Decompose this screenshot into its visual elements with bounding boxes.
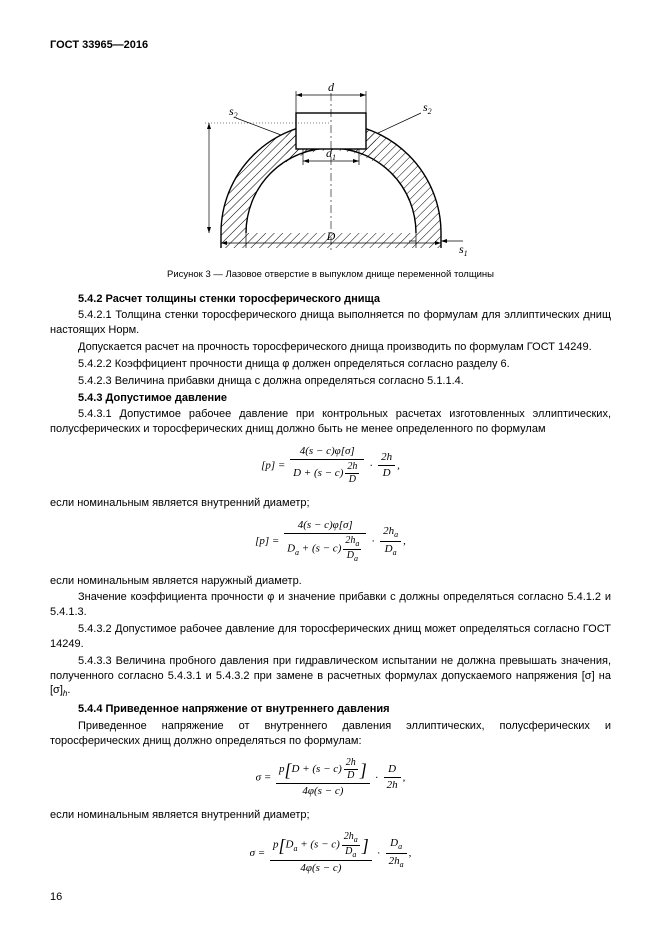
p-542-note: Допускается расчет на прочность торосфер… <box>50 340 611 355</box>
p-5432: 5.4.3.2 Допустимое рабочее давление для … <box>50 622 611 652</box>
label-d: d <box>328 80 335 94</box>
p-5423: 5.4.2.3 Величина прибавки днища с должна… <box>50 374 611 389</box>
text-after-f1: если номинальным является внутренний диа… <box>50 496 611 511</box>
formula-1: [p] = 4(s − c)φ[σ] D + (s − c)2hD · 2h D… <box>50 445 611 486</box>
p-5421: 5.4.2.1 Толщина стенки торосферического … <box>50 308 611 338</box>
label-s-top: s2 <box>423 100 432 116</box>
formula-3: σ = p[D + (s − c)2hD] 4φ(s − c) · D 2h , <box>50 757 611 798</box>
text-after-f2: если номинальным является наружный диаме… <box>50 574 611 589</box>
p-5433: 5.4.3.3 Величина пробного давления при г… <box>50 654 611 701</box>
page: ГОСТ 33965—2016 <box>0 0 661 935</box>
page-number: 16 <box>50 890 62 905</box>
p-5431: 5.4.3.1 Допустимое рабочее давление при … <box>50 407 611 437</box>
p-5422: 5.4.2.2 Коэффициент прочности днища φ до… <box>50 357 611 372</box>
document-id: ГОСТ 33965—2016 <box>50 38 611 53</box>
heading-543: 5.4.3 Допустимое давление <box>50 391 611 406</box>
p-544-1: Приведенное напряжение от внутреннего да… <box>50 719 611 749</box>
figure-3-caption: Рисунок 3 — Лазовое отверстие в выпуклом… <box>50 269 611 282</box>
figure-3: d d1 D s2 s2 s1 <box>50 63 611 263</box>
formula-2: [p] = 4(s − c)φ[σ] Da + (s − c)2haDa · 2… <box>50 519 611 563</box>
formula-4: σ = p[Da + (s − c)2haDa] 4φ(s − c) · Da … <box>50 831 611 875</box>
label-s1: s1 <box>459 242 468 258</box>
figure-3-svg: d d1 D s2 s2 s1 <box>181 63 481 258</box>
heading-544: 5.4.4 Приведенное напряжение от внутренн… <box>50 702 611 717</box>
label-s2: s2 <box>229 104 238 120</box>
label-D-big: D <box>325 229 335 243</box>
text-after-f3: если номинальным является внутренний диа… <box>50 808 611 823</box>
p-543-coef: Значение коэффициента прочности φ и знач… <box>50 590 611 620</box>
heading-542: 5.4.2 Расчет толщины стенки торосферичес… <box>50 292 611 307</box>
